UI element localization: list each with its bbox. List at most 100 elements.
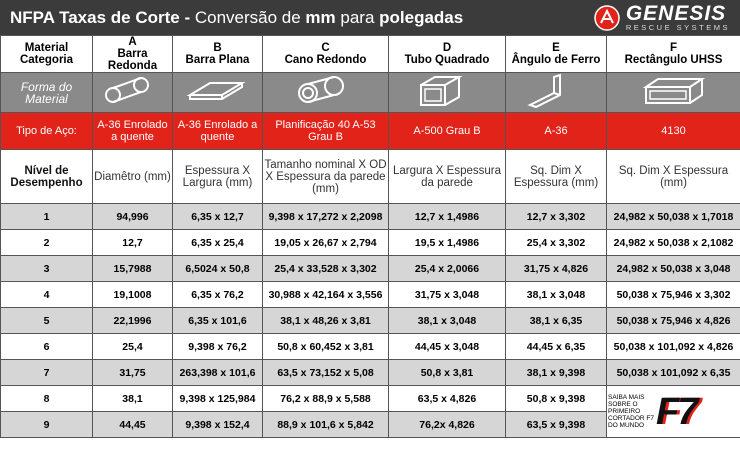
- value-cell: 25,4 x 33,528 x 3,302: [262, 255, 389, 282]
- value-cell: 19,1008: [92, 281, 173, 308]
- shape-cell: [505, 72, 607, 113]
- title-part: polegadas: [379, 7, 464, 27]
- level-cell: 1: [0, 203, 93, 230]
- steel-cell: A-36: [505, 112, 607, 150]
- value-cell: 6,35 x 12,7: [172, 203, 263, 230]
- data-row: 9 44,45 9,398 x 152,4 88,9 x 101,6 x 5,842 7…: [0, 411, 740, 438]
- column-letter: F: [669, 42, 678, 54]
- shape-icon: [104, 77, 149, 103]
- promo-cell[interactable]: SAIBA MAIS SOBRE O PRIMEIRO CORTADOR F7 …: [606, 385, 740, 438]
- level-cell: 4: [0, 281, 93, 308]
- value-cell: 31,75: [92, 359, 173, 386]
- value-cell: 76,2 x 88,9 x 5,588: [262, 385, 389, 412]
- title-part: Conversão de: [190, 7, 306, 27]
- data-row: 5 22,1996 6,35 x 101,6 38,1 x 48,26 x 3,81 3…: [0, 307, 740, 334]
- value-cell: 50,038 x 75,946 x 3,302: [606, 281, 740, 308]
- value-cell: 50,038 x 101,092 x 4,826: [606, 333, 740, 360]
- column-header: A Barra Redonda: [92, 35, 173, 73]
- value-cell: 76,2x 4,826: [388, 411, 506, 438]
- title-part: NFPA Taxas de Corte -: [10, 7, 191, 27]
- column-letter: D: [442, 42, 452, 54]
- value-cell: 25,4: [92, 333, 173, 360]
- value-cell: 24,982 x 50,038 x 1,7018: [606, 203, 740, 230]
- title-part: para: [335, 7, 380, 27]
- value-cell: 50,038 x 101,092 x 6,35: [606, 359, 740, 386]
- level-cell: 7: [0, 359, 93, 386]
- value-cell: 19,05 x 26,67 x 2,794: [262, 229, 389, 256]
- value-cell: 12,7 x 1,4986: [388, 203, 506, 230]
- shape-icon: [185, 82, 246, 100]
- value-cell: 15,7988: [92, 255, 173, 282]
- value-cell: 30,988 x 42,164 x 3,556: [262, 281, 389, 308]
- steel-cell: A-36 Enrolado a quente: [92, 112, 173, 150]
- column-name: Rectângulo UHSS: [624, 54, 723, 66]
- value-cell: 25,4 x 2,0066: [388, 255, 506, 282]
- data-row: 6 25,4 9,398 x 76,2 50,8 x 60,452 x 3,81 44,…: [0, 333, 740, 360]
- data-row: 3 15,7988 6,5024 x 50,8 25,4 x 33,528 x 3,3…: [0, 255, 740, 282]
- data-row: 7 31,75 263,398 x 101,6 63,5 x 73,152 x 5,0…: [0, 359, 740, 386]
- logo[interactable]: GENESIS RESCUE SYSTEMS: [594, 1, 730, 32]
- steel-cell: Planificação 40 A-53 Grau B: [262, 112, 389, 150]
- column-name: Tubo Quadrado: [404, 54, 490, 66]
- value-cell: 38,1 x 3,048: [505, 281, 607, 308]
- column-letter: A: [128, 36, 137, 49]
- level-cell: 5: [0, 307, 93, 334]
- value-cell: 6,35 x 25,4: [172, 229, 263, 256]
- value-cell: 12,7 x 3,302: [505, 203, 607, 230]
- shape-row: Forma do Material: [0, 72, 740, 113]
- value-cell: 50,8 x 9,398: [505, 385, 607, 412]
- dimension-cell: Diamêtro (mm): [92, 149, 173, 204]
- value-cell: 38,1 x 9,398: [505, 359, 607, 386]
- value-cell: 22,1996: [92, 307, 173, 334]
- steel-cell: 4130: [606, 112, 740, 150]
- data-row: 8 38,1 9,398 x 125,984 76,2 x 88,9 x 5,588 6…: [0, 385, 740, 438]
- value-cell: 6,5024 x 50,8: [172, 255, 263, 282]
- column-name: Barra Plana: [185, 54, 250, 66]
- dimension-cell: Sq. Dim X Espessura (mm): [606, 149, 740, 204]
- value-cell: 50,8 x 3,81: [388, 359, 506, 386]
- logo-name: GENESIS: [625, 1, 727, 25]
- shape-cell: [606, 72, 740, 113]
- value-cell: 19,5 x 1,4986: [388, 229, 506, 256]
- value-cell: 50,038 x 75,946 x 4,826: [606, 307, 740, 334]
- shape-cell: [92, 72, 173, 113]
- value-cell: 12,7: [92, 229, 173, 256]
- row-label: Tipo de Aço:: [0, 112, 93, 150]
- value-cell: 88,9 x 101,6 x 5,842: [262, 411, 389, 438]
- value-cell: 63,5 x 9,398: [505, 411, 607, 438]
- title: NFPA Taxas de Corte - Conversão de mm pa…: [10, 8, 463, 28]
- level-cell: 6: [0, 333, 93, 360]
- steel-cell: A-36 Enrolado a quente: [172, 112, 263, 150]
- promo-logo: F7: [656, 390, 698, 433]
- value-cell: 63,5 x 4,826: [388, 385, 506, 412]
- value-cell: 263,398 x 101,6: [172, 359, 263, 386]
- value-cell: 31,75 x 3,048: [388, 281, 506, 308]
- level-cell: 2: [0, 229, 93, 256]
- dimension-cell: Largura X Espessura da parede: [388, 149, 506, 204]
- shape-cell: [172, 72, 263, 113]
- dimension-cell: Espessura X Largura (mm): [172, 149, 263, 204]
- value-cell: 6,35 x 101,6: [172, 307, 263, 334]
- value-cell: 44,45 x 3,048: [388, 333, 506, 360]
- data-row: 1 94,996 6,35 x 12,7 9,398 x 17,272 x 2,209…: [0, 203, 740, 230]
- value-cell: 24,982 x 50,038 x 2,1082: [606, 229, 740, 256]
- corner-cell: Material Categoria: [0, 35, 93, 73]
- value-cell: 9,398 x 17,272 x 2,2098: [262, 203, 389, 230]
- value-cell: 9,398 x 152,4: [172, 411, 263, 438]
- column-header: B Barra Plana: [172, 35, 263, 73]
- value-cell: 38,1 x 48,26 x 3,81: [262, 307, 389, 334]
- level-cell: 8: [0, 385, 93, 412]
- header-row: Material Categoria A Barra Redonda B Barra P…: [0, 35, 740, 73]
- column-name: Cano Redondo: [284, 54, 367, 66]
- data-row: 2 12,7 6,35 x 25,4 19,05 x 26,67 x 2,794 19,…: [0, 229, 740, 256]
- column-header: E Ângulo de Ferro: [505, 35, 607, 73]
- conversion-table: Material Categoria A Barra Redonda B Barra P…: [0, 35, 740, 438]
- data-row: 4 19,1008 6,35 x 76,2 30,988 x 42,164 x 3,5…: [0, 281, 740, 308]
- level-cell: 3: [0, 255, 93, 282]
- shape-cell: [262, 72, 389, 113]
- value-cell: 50,8 x 60,452 x 3,81: [262, 333, 389, 360]
- value-cell: 38,1 x 3,048: [388, 307, 506, 334]
- shape-cell: [388, 72, 506, 113]
- value-cell: 38,1: [92, 385, 173, 412]
